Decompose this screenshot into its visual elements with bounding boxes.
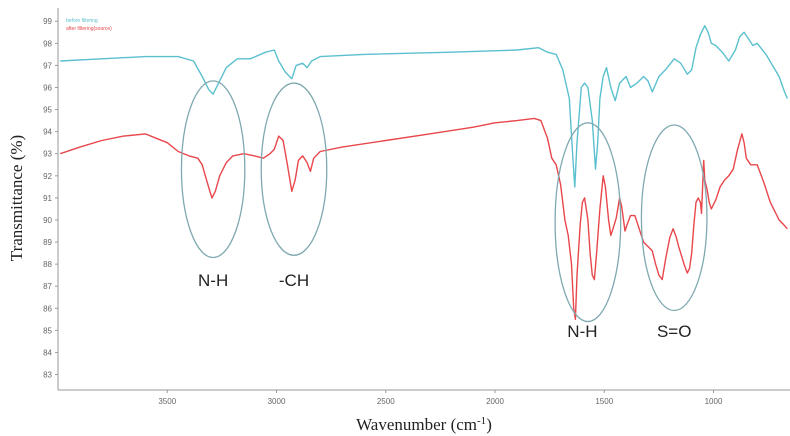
y-tick-label: 88 [43,260,52,269]
legend-entry: after filtering(source) [66,26,112,32]
x-axis-label-superscript: -1 [477,415,486,427]
x-tick-label: 3000 [268,397,286,406]
annotation-ellipse [640,124,708,312]
annotations: N-H -CH N-H S=O [180,80,708,341]
annotation-label: N-H [198,271,228,290]
y-tick-labels: 83 84 85 86 87 88 89 90 91 92 93 94 95 96 97 98 99 [43,17,58,380]
y-tick-label: 97 [43,61,52,70]
annotation-ellipse [260,82,328,256]
x-tick-label: 1000 [705,397,723,406]
annotation-ellipse [180,80,246,259]
y-axis-label: Transmittance (%) [7,135,26,261]
x-tick-label: 1500 [595,397,613,406]
x-axis-label-main: Wavenumber (cm [356,415,477,434]
annotation-ellipse [554,122,622,323]
x-tick-label: 2500 [377,397,395,406]
annotation-label: -CH [279,271,309,290]
x-axis-label: Wavenumber (cm-1) [356,415,492,434]
y-tick-label: 91 [43,194,52,203]
x-tick-label: 3500 [158,397,176,406]
series-line-2 [59,117,788,320]
series-lines [59,25,789,320]
y-tick-label: 96 [43,83,52,92]
y-tick-label: 85 [43,326,52,335]
y-tick-label: 86 [43,304,52,313]
legend: before filtering after filtering(source) [66,18,112,32]
y-tick-label: 89 [43,238,52,247]
y-tick-label: 92 [43,172,52,181]
y-tick-label: 95 [43,106,52,115]
legend-entry: before filtering [66,18,98,24]
x-axis-label-close: ) [486,415,492,434]
y-tick-label: 98 [43,39,52,48]
y-tick-label: 90 [43,216,52,225]
y-tick-label: 99 [43,17,52,26]
y-tick-label: 94 [43,128,52,137]
y-tick-label: 93 [43,150,52,159]
series-line-1 [60,25,789,188]
annotation-label: N-H [567,322,597,341]
y-tick-label: 87 [43,282,52,291]
y-tick-label: 84 [43,348,52,357]
y-tick-label: 83 [43,371,52,380]
x-tick-labels: 3500 3000 2500 2000 1500 1000 [158,390,723,406]
x-tick-label: 2000 [486,397,504,406]
annotation-label: S=O [657,322,692,341]
